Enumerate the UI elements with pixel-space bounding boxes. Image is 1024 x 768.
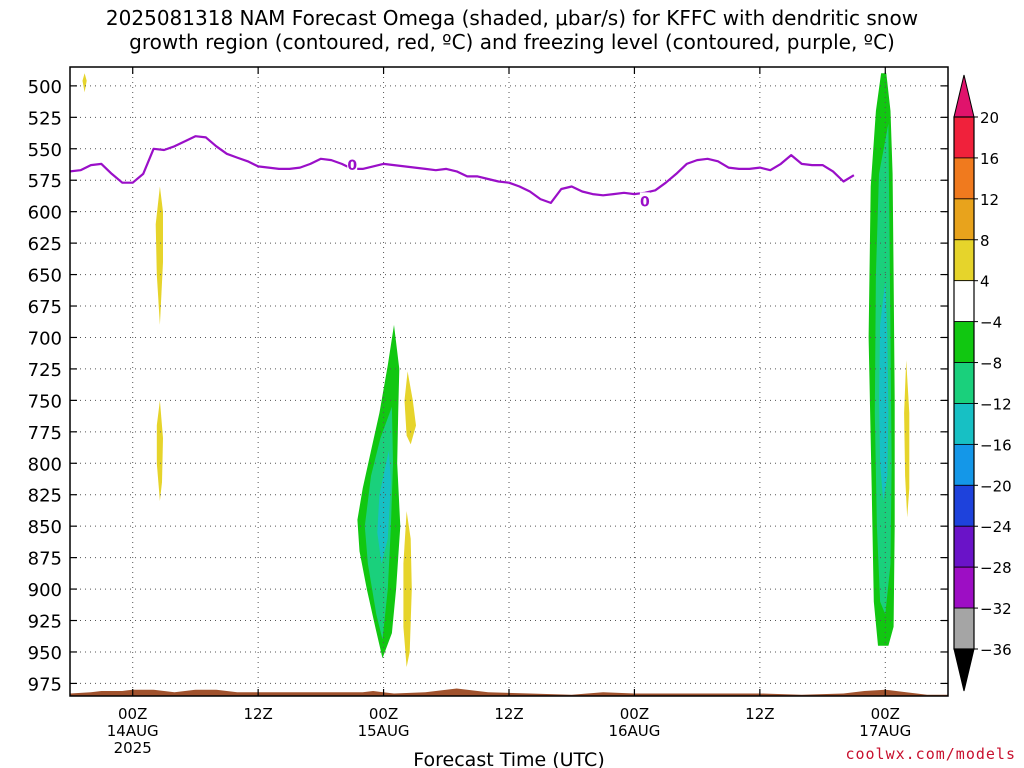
colorbar-label-13: −32	[980, 600, 1012, 618]
y-tick-label-725: 725	[28, 360, 62, 381]
colorbar-label-4: 8	[980, 232, 990, 250]
colorbar-label-7: −8	[980, 355, 1002, 373]
ground-surface	[70, 688, 948, 696]
colorbar-bin-13	[953, 607, 975, 650]
plot-background	[70, 67, 948, 696]
x-tick-year-0: 2025	[114, 739, 152, 757]
colorbar-bin-2	[953, 157, 975, 200]
ground-fill	[70, 688, 948, 696]
x-tick-date-48: 16AUG	[608, 722, 660, 740]
colorbar-bin-1	[953, 116, 975, 159]
x-axis-label: Forecast Time (UTC)	[413, 749, 604, 768]
y-tick-label-750: 750	[28, 391, 62, 412]
colorbar: 20 16 12 8 4 −4 −8 −12 −16 −20 −24 −28 −32 −36	[953, 74, 1012, 692]
colorbar-bin-4	[953, 239, 975, 282]
chart-title-line-2: growth region (contoured, red, ºC) and f…	[129, 30, 895, 54]
colorbar-label-5: 4	[980, 273, 990, 291]
x-tick-label-36: 12Z	[494, 705, 523, 723]
freezing-level-label-2: 0	[640, 194, 650, 210]
y-tick-label-925: 925	[28, 612, 62, 633]
y-tick-label-600: 600	[28, 203, 62, 224]
y-tick-label-675: 675	[28, 297, 62, 318]
x-tick-date-24: 15AUG	[358, 722, 410, 740]
freezing-level-line	[70, 135, 855, 204]
omega-region-2	[156, 400, 163, 501]
colorbar-label-12: −28	[980, 559, 1012, 577]
x-tick-label-48: 00Z	[620, 705, 649, 723]
y-tick-label-625: 625	[28, 234, 62, 255]
colorbar-under-arrow	[953, 648, 975, 692]
colorbar-bin-10	[953, 484, 975, 527]
omega-region-6	[904, 360, 910, 518]
colorbar-label-6: −4	[980, 314, 1002, 332]
colorbar-over-arrow	[953, 74, 975, 118]
y-tick-label-950: 950	[28, 643, 62, 664]
source-watermark: coolwx.com/models	[845, 745, 1016, 763]
y-tick-label-650: 650	[28, 266, 62, 287]
freezing-level-label-bg-2	[639, 192, 650, 208]
colorbar-label-14: −36	[980, 641, 1012, 659]
freezing-level-contour: 00	[70, 135, 855, 210]
colorbar-bin-6	[953, 321, 975, 363]
y-tick-label-825: 825	[28, 486, 62, 507]
y-tick-label-525: 525	[28, 108, 62, 129]
y-tick-label-700: 700	[28, 328, 62, 349]
y-tick-label-800: 800	[28, 454, 62, 475]
colorbar-border	[953, 116, 975, 650]
omega-region-12	[879, 280, 889, 501]
colorbar-bin-7	[953, 362, 975, 404]
colorbar-label-8: −12	[980, 395, 1012, 413]
x-tick-label-24: 00Z	[369, 705, 398, 723]
x-tick-label-12: 12Z	[243, 705, 272, 723]
freezing-level-label-1: 0	[347, 158, 357, 174]
omega-shaded-regions	[82, 73, 910, 668]
x-tick-label-60: 12Z	[745, 705, 774, 723]
y-tick-label-550: 550	[28, 140, 62, 161]
x-tick-label-0: 00Z	[118, 705, 147, 723]
omega-region-5	[403, 511, 412, 668]
colorbar-bin-11	[953, 525, 975, 568]
colorbar-label-3: 12	[980, 191, 999, 209]
freezing-level-label-bg-1	[347, 155, 358, 171]
x-tick-date-0: 14AUG	[107, 722, 159, 740]
y-axis: 500 525 550 575 600 625 650 675 700 725 750 775 800 8…	[28, 77, 948, 695]
y-tick-label-850: 850	[28, 517, 62, 538]
omega-region-4	[404, 371, 416, 445]
colorbar-bin-9	[953, 443, 975, 486]
colorbar-bin-8	[953, 403, 975, 445]
colorbar-bin-3	[953, 198, 975, 241]
x-tick-date-72: 17AUG	[859, 722, 911, 740]
y-tick-label-975: 975	[28, 674, 62, 695]
colorbar-bin-12	[953, 566, 975, 609]
y-tick-label-875: 875	[28, 549, 62, 570]
x-tick-label-72: 00Z	[871, 705, 900, 723]
colorbar-label-11: −24	[980, 518, 1012, 536]
colorbar-label-2: 16	[980, 150, 999, 168]
omega-region-9	[377, 450, 391, 564]
y-tick-label-575: 575	[28, 171, 62, 192]
y-tick-label-775: 775	[28, 423, 62, 444]
omega-region-1	[155, 186, 163, 325]
y-tick-label-500: 500	[28, 77, 62, 98]
chart-title: 2025081318 NAM Forecast Omega (shaded, μ…	[0, 6, 1024, 54]
colorbar-label-9: −16	[980, 436, 1012, 454]
colorbar-label-10: −20	[980, 477, 1012, 495]
plot-area	[70, 67, 948, 696]
colorbar-label-1: 20	[980, 109, 999, 127]
y-tick-label-900: 900	[28, 580, 62, 601]
chart-title-line-1: 2025081318 NAM Forecast Omega (shaded, μ…	[105, 6, 919, 30]
colorbar-bin-5	[953, 280, 975, 323]
omega-region-3	[82, 73, 87, 93]
